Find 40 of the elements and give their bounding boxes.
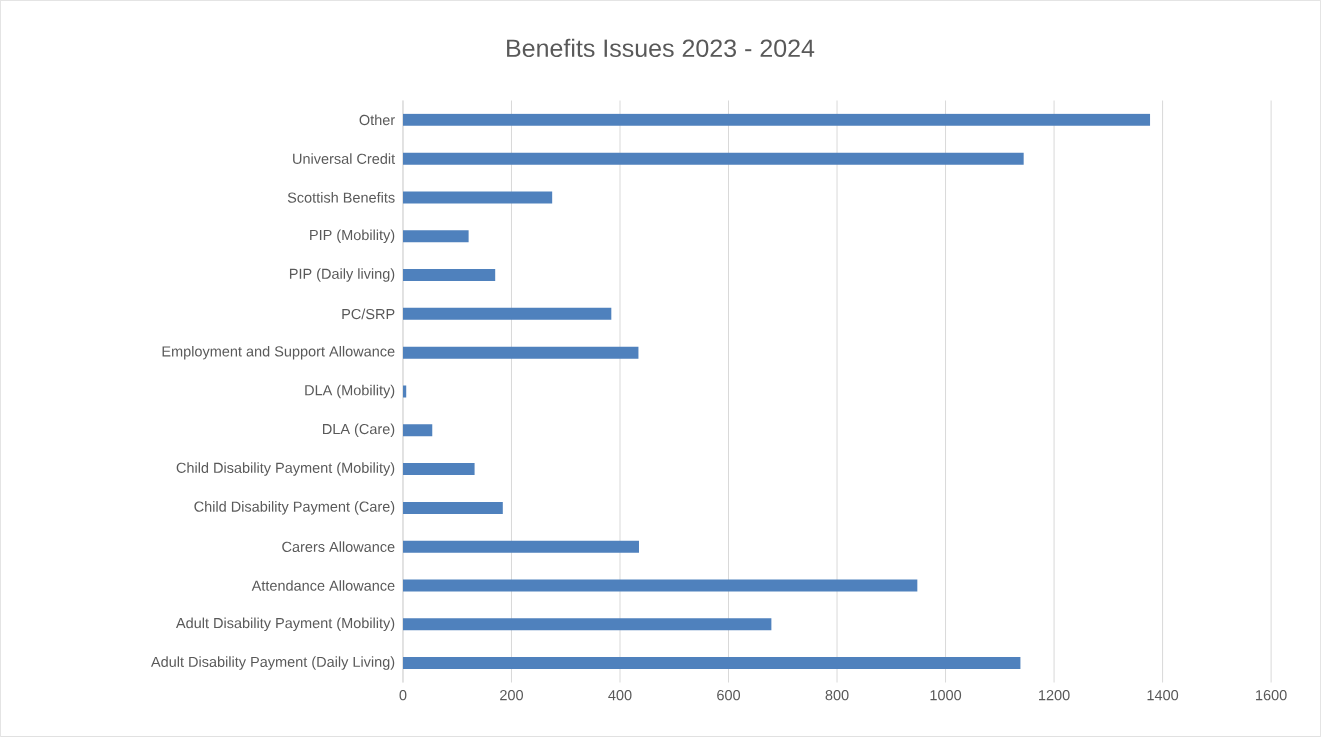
x-tick-label: 1400 [1147,690,1179,701]
y-tick-label: Attendance Allowance [251,580,395,591]
y-tick-label: Other [359,114,395,126]
bar [402,463,475,476]
x-tick-label: 1200 [1039,690,1070,701]
bar [402,152,1024,165]
bar [402,346,639,359]
x-tick-label: 0 [399,690,407,701]
bar [402,618,772,631]
bar [402,230,469,243]
bar [402,424,433,437]
x-tick-label: 400 [608,690,632,701]
y-tick-label: DLA (Mobility) [305,384,395,399]
bar [402,501,503,514]
y-tick-label: PC/SRP [342,308,395,320]
chart-title: Benefits Issues 2023 - 2024 [507,38,815,58]
x-tick-label: 1600 [1256,690,1287,701]
bar [402,307,612,320]
y-tick-label: Child Disability Payment (Care) [194,501,395,515]
y-tick-label: Carers Allowance [282,541,395,553]
x-tick-label: 600 [717,690,741,701]
y-tick-label: Adult Disability Payment (Daily Living) [150,656,395,670]
bar [402,540,639,553]
y-tick-label: Scottish Benefits [287,192,395,203]
x-tick-label: 200 [500,690,524,701]
y-tick-label: PIP (Mobility) [310,229,395,244]
bar [402,385,407,398]
y-tick-label: Universal Credit [293,153,396,164]
y-tick-label: Child Disability Payment (Mobility) [176,462,395,476]
bar [402,113,1151,126]
y-tick-label: DLA (Care) [323,423,395,438]
y-tick-label: Adult Disability Payment (Mobility) [175,617,395,632]
bar [402,269,496,282]
bar [402,191,553,204]
y-tick-label: PIP (Daily living) [289,268,395,282]
y-tick-label: Employment and Support Allowance [162,345,395,360]
bar [402,579,918,592]
x-tick-label: 1000 [930,690,962,701]
x-tick-label: 800 [825,690,849,701]
bar [402,657,1021,670]
